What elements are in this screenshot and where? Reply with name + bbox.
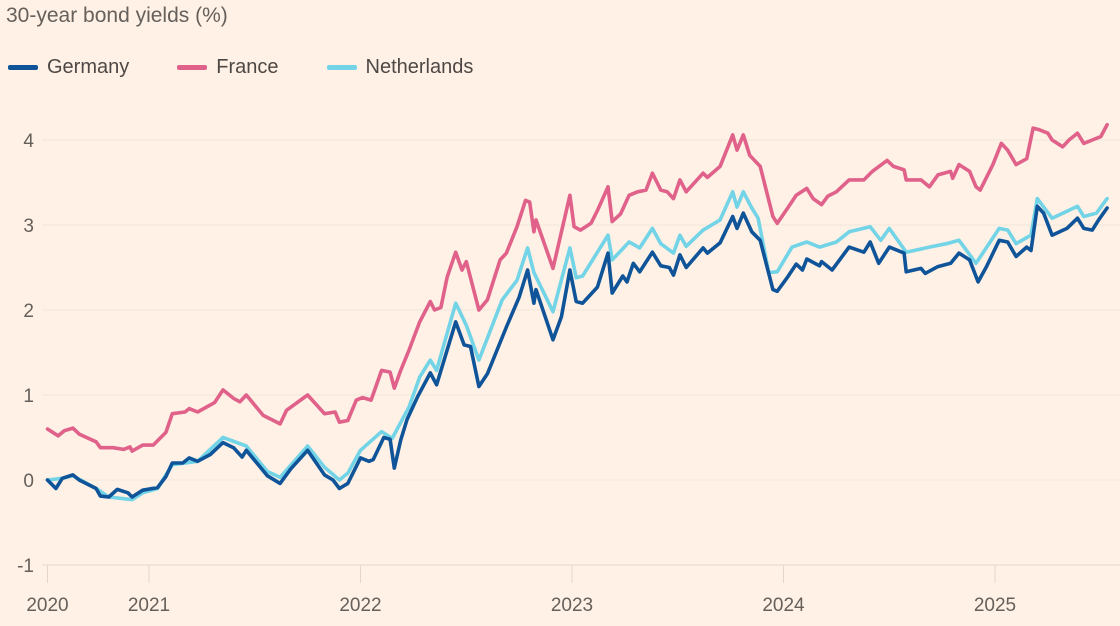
y-tick-label: 1	[23, 386, 34, 407]
series-line-france	[45, 122, 1109, 453]
legend-swatch-netherlands	[326, 65, 357, 70]
y-tick-label: 4	[23, 131, 34, 152]
legend: Germany France Netherlands	[8, 56, 521, 79]
x-tick-label: 2021	[128, 595, 170, 616]
legend-label-france: France	[216, 56, 279, 78]
legend-swatch-germany	[8, 65, 38, 70]
y-tick-label: 3	[23, 216, 34, 237]
series-line-germany	[45, 204, 1109, 499]
legend-label-netherlands: Netherlands	[365, 56, 474, 78]
legend-item-germany: Germany	[8, 56, 129, 79]
y-tick-label: 0	[23, 471, 34, 492]
series-line-netherlands	[45, 190, 1109, 502]
y-tick-label: 2	[23, 301, 34, 322]
y-tick-label: -1	[17, 556, 34, 577]
chart-title: 30-year bond yields (%)	[6, 4, 228, 27]
x-tick-label: 2020	[26, 595, 68, 616]
legend-swatch-france	[177, 65, 208, 70]
x-tick-label: 2024	[762, 595, 805, 616]
legend-item-france: France	[177, 56, 279, 79]
x-tick-label: 2023	[551, 595, 593, 616]
legend-item-netherlands: Netherlands	[326, 56, 474, 79]
x-tick-label: 2025	[974, 595, 1016, 616]
legend-label-germany: Germany	[47, 56, 130, 78]
x-tick-label: 2022	[339, 595, 381, 616]
